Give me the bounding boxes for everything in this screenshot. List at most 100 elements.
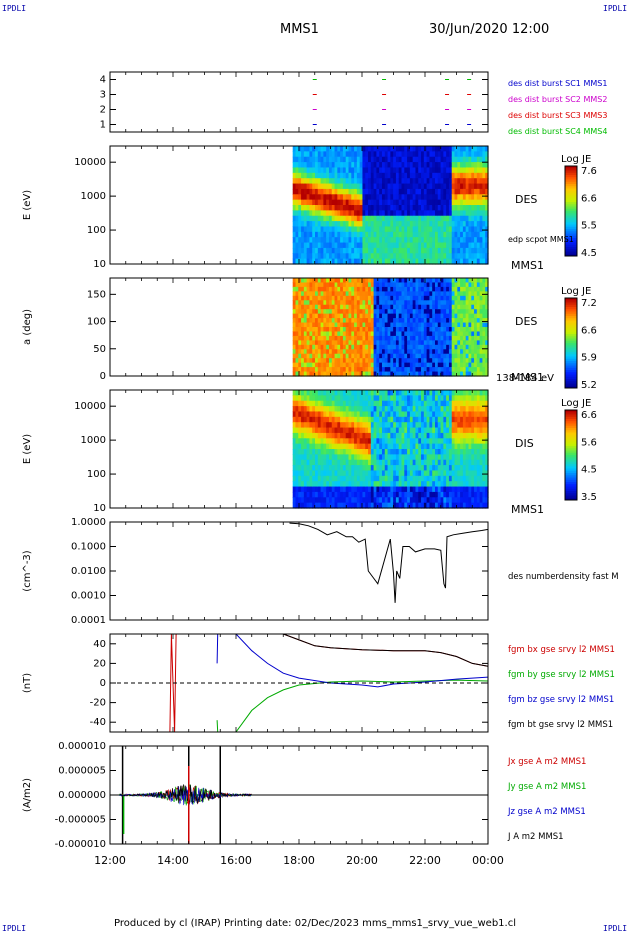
heatmap-cell bbox=[401, 340, 405, 346]
heatmap-cell bbox=[482, 237, 486, 244]
heatmap-cell bbox=[342, 286, 347, 292]
heatmap-cell bbox=[440, 242, 444, 249]
heatmap-cell bbox=[320, 497, 324, 504]
heatmap-cell bbox=[362, 427, 366, 434]
heatmap-cell bbox=[468, 362, 472, 368]
heatmap-cell bbox=[365, 278, 369, 284]
heatmap-cell bbox=[440, 313, 444, 319]
heatmap-cell bbox=[384, 304, 389, 310]
heatmap-cell bbox=[415, 400, 419, 407]
heatmap-cell bbox=[317, 353, 322, 359]
heatmap-cell bbox=[317, 313, 322, 319]
heatmap-cell bbox=[309, 178, 313, 185]
heatmap-cell bbox=[457, 309, 461, 315]
heatmap-cell bbox=[409, 286, 414, 292]
heatmap-cell bbox=[448, 318, 453, 324]
heatmap-cell bbox=[457, 221, 461, 228]
heatmap-cell bbox=[448, 395, 453, 402]
heatmap-cell bbox=[323, 205, 327, 211]
colorbar-segment bbox=[565, 347, 577, 351]
heatmap-cell bbox=[432, 340, 436, 346]
heatmap-cell bbox=[340, 210, 344, 217]
heatmap-cell bbox=[292, 427, 297, 434]
heatmap-cell bbox=[460, 481, 464, 488]
heatmap-cell bbox=[312, 151, 316, 158]
heatmap-cell bbox=[395, 183, 400, 190]
heatmap-cell bbox=[345, 226, 350, 233]
heatmap-cell bbox=[446, 449, 450, 455]
heatmap-cell bbox=[443, 183, 447, 190]
heatmap-cell bbox=[421, 371, 425, 377]
heatmap-cell bbox=[446, 400, 450, 407]
heatmap-cell bbox=[298, 300, 302, 306]
heatmap-cell bbox=[418, 335, 422, 341]
heatmap-cell bbox=[306, 340, 311, 346]
heatmap-cell bbox=[460, 183, 464, 190]
heatmap-cell bbox=[376, 295, 380, 301]
heatmap-cell bbox=[437, 422, 442, 429]
heatmap-cell bbox=[457, 151, 461, 158]
heatmap-cell bbox=[451, 205, 456, 211]
heatmap-cell bbox=[368, 331, 372, 337]
heatmap-cell bbox=[312, 242, 316, 249]
heatmap-cell bbox=[404, 443, 408, 450]
colorbar-segment bbox=[565, 179, 577, 183]
heatmap-cell bbox=[476, 300, 481, 306]
heatmap-cell bbox=[432, 183, 436, 190]
heatmap-cell bbox=[401, 167, 405, 174]
heatmap-cell bbox=[423, 353, 428, 359]
heatmap-cell bbox=[320, 481, 324, 488]
heatmap-cell bbox=[479, 331, 484, 337]
heatmap-cell bbox=[471, 178, 475, 185]
colorbar-segment bbox=[565, 208, 577, 212]
heatmap-cell bbox=[468, 199, 472, 206]
heatmap-cell bbox=[298, 286, 302, 292]
heatmap-cell bbox=[381, 349, 386, 355]
heatmap-cell bbox=[365, 465, 369, 472]
heatmap-cell bbox=[323, 406, 327, 413]
heatmap-cell bbox=[440, 459, 444, 466]
heatmap-cell bbox=[306, 194, 311, 201]
heatmap-cell bbox=[362, 390, 366, 396]
heatmap-cell bbox=[443, 167, 447, 174]
colorbar-frame-2 bbox=[564, 297, 578, 389]
heatmap-cell bbox=[448, 358, 453, 364]
heatmap-cell bbox=[365, 162, 369, 169]
energy-range-label-2: 138-184 eV bbox=[496, 373, 554, 384]
heatmap-cell bbox=[384, 188, 389, 195]
heatmap-cell bbox=[376, 199, 380, 206]
heatmap-cell bbox=[315, 349, 319, 355]
heatmap-cell bbox=[468, 491, 472, 498]
heatmap-cell bbox=[373, 390, 377, 396]
heatmap-cell bbox=[309, 221, 313, 228]
heatmap-cell bbox=[404, 497, 408, 504]
heatmap-cell bbox=[315, 427, 319, 434]
heatmap-cell bbox=[317, 199, 322, 206]
heatmap-cell bbox=[460, 226, 464, 233]
heatmap-cell bbox=[460, 162, 464, 169]
heatmap-cell bbox=[348, 432, 352, 439]
heatmap-cell bbox=[421, 210, 425, 217]
heatmap-cell bbox=[326, 454, 330, 461]
heatmap-cell bbox=[429, 210, 433, 217]
heatmap-cell bbox=[368, 470, 372, 477]
heatmap-cell bbox=[457, 178, 461, 185]
heatmap-cell bbox=[434, 432, 439, 439]
heatmap-cell bbox=[454, 215, 458, 222]
heatmap-cell bbox=[309, 199, 313, 206]
heatmap-cell bbox=[429, 432, 433, 439]
heatmap-cell bbox=[317, 205, 322, 211]
heatmap-cell bbox=[348, 146, 352, 152]
heatmap-cell bbox=[446, 188, 450, 195]
heatmap-cell bbox=[465, 172, 470, 179]
heatmap-cell bbox=[306, 258, 311, 265]
heatmap-cell bbox=[354, 367, 358, 373]
heatmap-cell bbox=[373, 427, 377, 434]
heatmap-cell bbox=[409, 322, 414, 328]
heatmap-cell bbox=[446, 313, 450, 319]
heatmap-cell bbox=[301, 335, 305, 341]
colorbar-segment bbox=[565, 491, 577, 494]
heatmap-cell bbox=[292, 247, 297, 254]
heatmap-cell bbox=[331, 300, 336, 306]
heatmap-cell bbox=[418, 300, 422, 306]
